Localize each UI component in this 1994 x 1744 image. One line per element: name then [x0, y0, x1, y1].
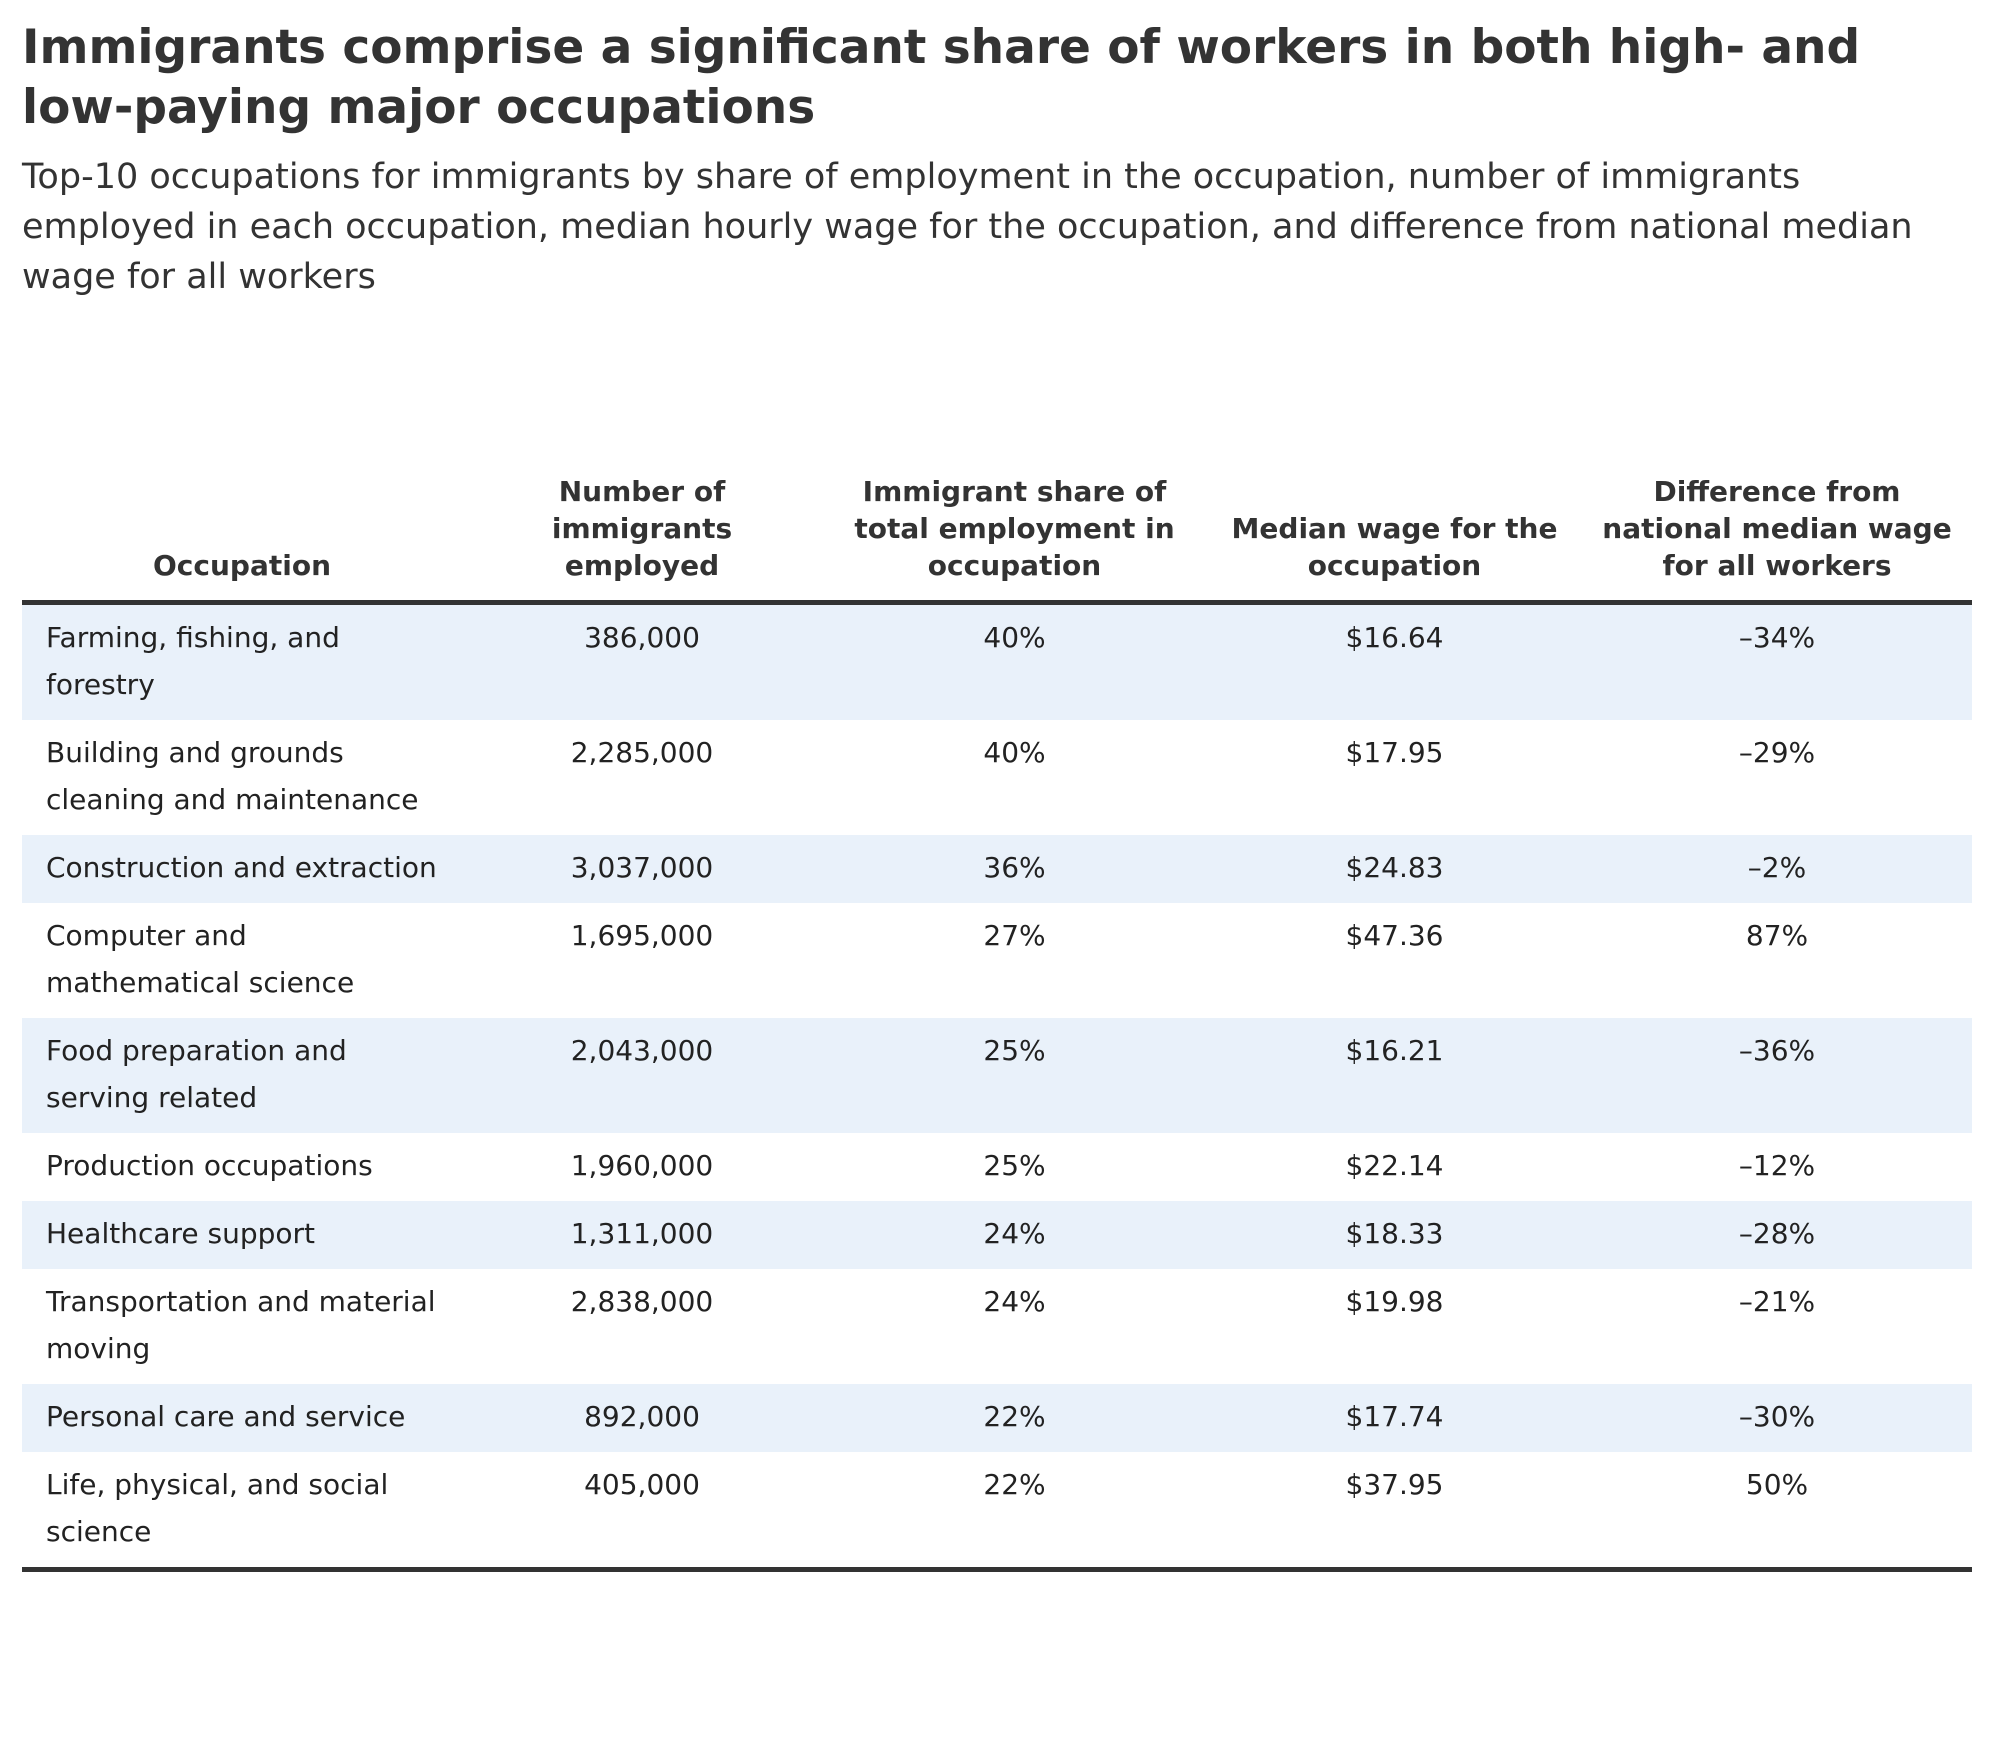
immigrants-employed-cell: 3,037,000	[462, 835, 822, 903]
column-header-immigrant-share: Immigrant share of total employment in o…	[822, 473, 1207, 605]
wage-difference-cell: –28%	[1582, 1201, 1972, 1269]
immigrants-employed-cell: 1,311,000	[462, 1201, 822, 1269]
median-wage-cell: $16.21	[1207, 1018, 1582, 1133]
immigrant-share-cell: 24%	[822, 1201, 1207, 1269]
immigrants-employed-cell: 892,000	[462, 1384, 822, 1452]
wage-difference-cell: –21%	[1738, 1285, 1816, 1318]
table-row: Healthcare support 1,311,000 24% $18.33 –28%	[22, 1201, 1972, 1269]
median-wage-cell: $17.95	[1345, 736, 1444, 769]
occupation-cell: Computer and mathematical science	[46, 919, 355, 999]
immigrants-employed-cell: 386,000	[462, 602, 822, 720]
occupation-cell: Transportation and material moving	[46, 1285, 436, 1365]
table-row: Computer and mathematical science 1,695,0…	[22, 903, 1972, 1018]
immigrant-share-cell: 40%	[822, 602, 1207, 720]
wage-difference-cell: –34%	[1582, 602, 1972, 720]
wage-difference-cell: –29%	[1738, 736, 1816, 769]
immigrant-share-cell: 36%	[822, 835, 1207, 903]
immigrant-share-cell: 25%	[822, 1018, 1207, 1133]
immigrants-employed-cell: 2,285,000	[570, 736, 714, 769]
immigrants-employed-cell: 405,000	[462, 1452, 822, 1572]
occupation-cell: Life, physical, and social science	[22, 1452, 462, 1572]
occupation-cell: Production occupations	[46, 1149, 373, 1182]
immigrants-employed-cell: 2,043,000	[462, 1018, 822, 1133]
chart-title: Immigrants comprise a significant share …	[22, 20, 1861, 135]
immigrant-share-cell: 27%	[983, 919, 1046, 952]
header-row: Occupation Number of immigrants employed…	[22, 473, 1972, 605]
median-wage-cell: $17.74	[1207, 1384, 1582, 1452]
occupation-cell: Farming, fishing, and forestry	[22, 602, 462, 720]
occupation-cell: Personal care and service	[22, 1384, 462, 1452]
immigrants-employed-cell: 1,960,000	[570, 1149, 714, 1182]
median-wage-cell: $37.95	[1207, 1452, 1582, 1572]
table-row: Transportation and material moving 2,838,…	[22, 1269, 1972, 1384]
table-row: Building and grounds cleaning and mainte…	[22, 720, 1972, 835]
median-wage-cell: $18.33	[1207, 1201, 1582, 1269]
chart-container: Immigrants comprise a significant share …	[22, 18, 1972, 1572]
immigrant-share-cell: 40%	[983, 736, 1046, 769]
median-wage-cell: $16.64	[1207, 602, 1582, 720]
table-body: Farming, fishing, and forestry 386,000 40%…	[22, 602, 1972, 1572]
table-row: Construction and extraction 3,037,000 36% $…	[22, 835, 1972, 903]
median-wage-cell: $47.36	[1345, 919, 1444, 952]
table-row: Personal care and service 892,000 22% $17.7…	[22, 1384, 1972, 1452]
occupations-table: Occupation Number of immigrants employed…	[22, 473, 1972, 1572]
table-row: Farming, fishing, and forestry 386,000 40%…	[22, 602, 1972, 720]
immigrants-employed-cell: 2,838,000	[570, 1285, 714, 1318]
median-wage-cell: $24.83	[1207, 835, 1582, 903]
table-header: Occupation Number of immigrants employed…	[22, 473, 1972, 605]
occupation-cell: Construction and extraction	[22, 835, 462, 903]
column-header-immigrants-employed: Number of immigrants employed	[462, 473, 822, 605]
immigrant-share-cell: 22%	[822, 1452, 1207, 1572]
immigrant-share-cell: 25%	[983, 1149, 1046, 1182]
wage-difference-cell: –12%	[1738, 1149, 1816, 1182]
occupation-cell: Food preparation and serving related	[22, 1018, 462, 1133]
wage-difference-cell: –30%	[1582, 1384, 1972, 1452]
wage-difference-cell: –36%	[1582, 1018, 1972, 1133]
immigrants-employed-cell: 1,695,000	[570, 919, 714, 952]
immigrant-share-cell: 24%	[983, 1285, 1046, 1318]
table-row: Food preparation and serving related 2,04…	[22, 1018, 1972, 1133]
column-header-wage-difference: Difference from national median wage for…	[1582, 473, 1972, 605]
occupation-cell: Healthcare support	[22, 1201, 462, 1269]
median-wage-cell: $19.98	[1345, 1285, 1444, 1318]
wage-difference-cell: 87%	[1745, 919, 1809, 952]
table-row: Life, physical, and social science 405,00…	[22, 1452, 1972, 1572]
chart-subtitle: Top-10 occupations for immigrants by sha…	[22, 157, 1913, 297]
column-header-occupation: Occupation	[22, 473, 462, 605]
immigrant-share-cell: 22%	[822, 1384, 1207, 1452]
occupation-cell: Building and grounds cleaning and mainte…	[46, 736, 419, 816]
wage-difference-cell: 50%	[1582, 1452, 1972, 1572]
median-wage-cell: $22.14	[1345, 1149, 1444, 1182]
column-header-median-wage: Median wage for the occupation	[1207, 473, 1582, 605]
table-row: Production occupations 1,960,000 25% $22.14…	[22, 1133, 1972, 1201]
wage-difference-cell: –2%	[1582, 835, 1972, 903]
